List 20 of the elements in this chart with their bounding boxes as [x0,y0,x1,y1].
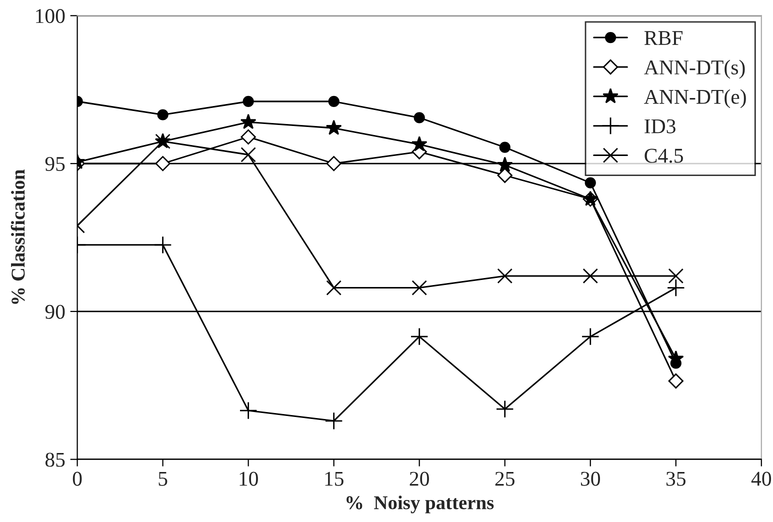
x-tick-label: 10 [240,472,258,486]
x-tick-label: 5 [158,472,168,486]
x-tick-label: 15 [325,472,344,486]
y-tick-label: 100 [36,9,65,24]
x-axis-title: % Noisy patterns [346,496,494,514]
x-tick-label: 0 [72,472,82,486]
y-tick-label: 85 [45,452,65,467]
x-tick-label: 35 [666,472,686,486]
legend-label: RBF [644,31,682,45]
y-tick-label: 95 [45,156,65,171]
y-tick-label: 90 [45,304,65,319]
y-axis-title: % Classification [10,169,25,304]
x-tick-label: 30 [580,472,600,486]
legend-label: ANN-DT(s) [644,60,745,79]
legend-label: ID3 [644,119,676,134]
x-tick-label: 40 [751,472,772,486]
legend-label: ANN-DT(e) [644,89,746,108]
x-tick-label: 20 [410,472,429,486]
legend-label: C4.5 [644,148,683,163]
x-tick-label: 25 [495,472,514,486]
